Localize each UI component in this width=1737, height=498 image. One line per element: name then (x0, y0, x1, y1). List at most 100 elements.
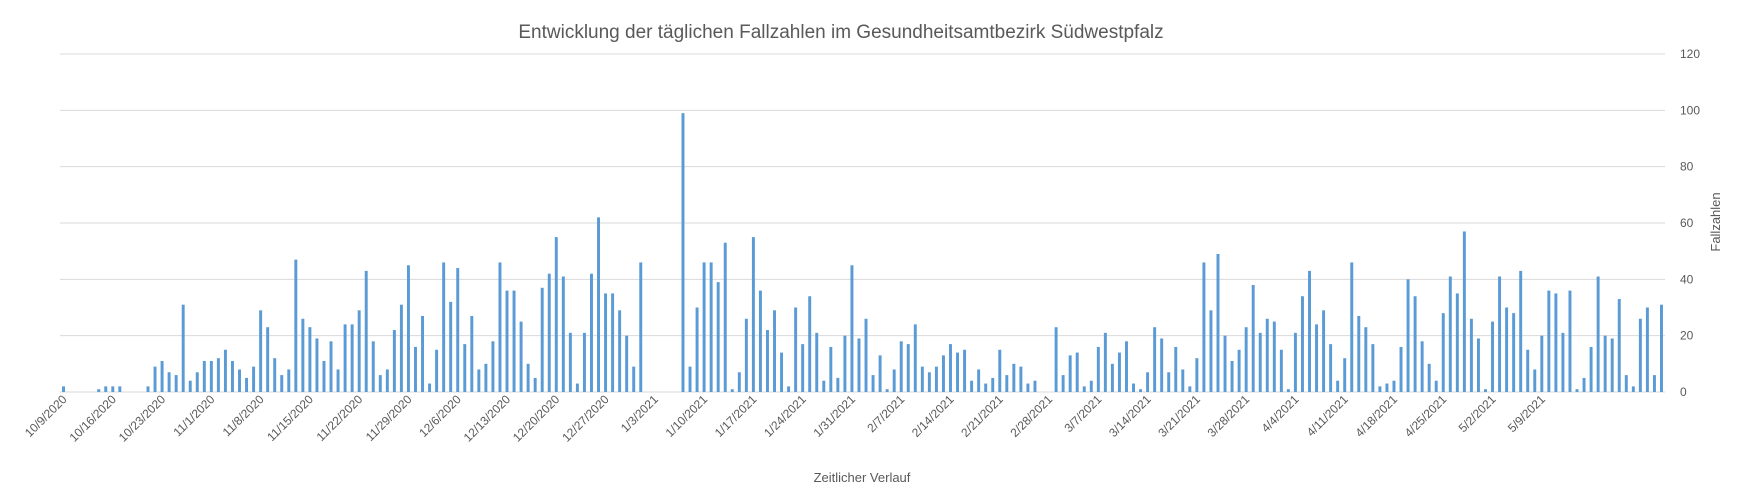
bar (1139, 389, 1143, 392)
y-tick-label: 20 (1680, 329, 1694, 343)
bar (1547, 290, 1551, 392)
bar (1174, 346, 1178, 392)
bar (1427, 363, 1431, 392)
bar (287, 369, 291, 392)
bar (597, 217, 600, 392)
bar (991, 377, 995, 392)
bar (385, 369, 389, 392)
bar (1505, 307, 1509, 392)
bar (1125, 341, 1128, 392)
bar (970, 380, 974, 392)
bar (245, 377, 249, 392)
bar (1399, 346, 1403, 392)
bar (350, 324, 354, 392)
bar (913, 324, 917, 392)
bar (885, 389, 889, 392)
x-tick-label: 4/25/2021 (1402, 392, 1450, 440)
x-tick-label: 4/18/2021 (1352, 392, 1400, 440)
y-tick-label: 120 (1680, 47, 1700, 61)
bar (590, 273, 593, 392)
bar (618, 310, 622, 392)
bar (582, 332, 586, 392)
bar (1364, 327, 1368, 392)
bar (1350, 262, 1354, 392)
x-tick-label: 1/24/2021 (761, 392, 809, 440)
bar (491, 341, 495, 392)
bar (498, 262, 502, 392)
bar (1498, 276, 1502, 392)
x-tick-label: 3/14/2021 (1106, 392, 1154, 440)
x-tick-label: 11/29/2020 (363, 392, 415, 444)
bar (730, 389, 734, 392)
bar (1540, 335, 1544, 392)
bar (1096, 346, 1100, 392)
bar (209, 361, 213, 392)
bar (702, 262, 706, 392)
bar (1132, 383, 1135, 392)
bar (871, 375, 875, 392)
bar (815, 332, 819, 392)
bar (1476, 338, 1480, 392)
bar (773, 310, 776, 392)
bar (843, 335, 847, 392)
bar (111, 386, 115, 392)
bar (927, 372, 931, 392)
bar (1300, 296, 1304, 392)
bar (442, 262, 446, 392)
bar (1448, 276, 1452, 392)
bar (1624, 375, 1628, 392)
bar (1652, 375, 1656, 392)
bar (174, 375, 178, 392)
x-tick-label: 12/20/2020 (510, 392, 563, 445)
bar (857, 338, 861, 392)
bar (1026, 383, 1030, 392)
bar (1406, 279, 1410, 392)
x-tick-label: 1/3/2021 (618, 392, 661, 435)
x-tick-label: 4/11/2021 (1304, 392, 1351, 439)
bar (1484, 389, 1487, 392)
bar (1357, 315, 1361, 392)
bar (336, 369, 340, 392)
bar (1117, 352, 1121, 392)
y-tick-label: 80 (1680, 160, 1694, 174)
bar (1103, 332, 1107, 392)
bar (104, 386, 108, 392)
bar (456, 268, 460, 392)
bar (744, 318, 748, 392)
bar (1202, 262, 1206, 392)
y-axis-label: Fallzahlen (1708, 192, 1723, 251)
bar (568, 332, 572, 392)
bar (512, 290, 516, 392)
bar (716, 282, 720, 392)
bar (920, 366, 924, 392)
bar (1110, 363, 1114, 392)
bar (575, 383, 579, 392)
bar (878, 355, 882, 392)
bar (1286, 389, 1290, 392)
bar (625, 335, 629, 392)
x-tick-label: 2/28/2021 (1008, 392, 1056, 440)
bar (329, 341, 333, 392)
bar (1392, 380, 1396, 392)
bar (1582, 377, 1586, 392)
bar (780, 352, 784, 392)
bar (484, 363, 488, 392)
x-tick-label: 12/27/2020 (559, 392, 612, 445)
bar (343, 324, 347, 392)
bar (787, 386, 791, 392)
bar (273, 358, 277, 392)
bar (1258, 332, 1262, 392)
bar (688, 366, 692, 392)
bar (470, 315, 474, 392)
bar (406, 265, 410, 392)
bar (956, 352, 960, 392)
bar (604, 293, 608, 392)
bar (611, 293, 615, 392)
bar (561, 276, 565, 392)
bar (378, 375, 382, 392)
bar (1441, 313, 1445, 392)
y-tick-label: 100 (1680, 103, 1700, 117)
bar (1251, 284, 1255, 392)
bar (1554, 293, 1558, 392)
